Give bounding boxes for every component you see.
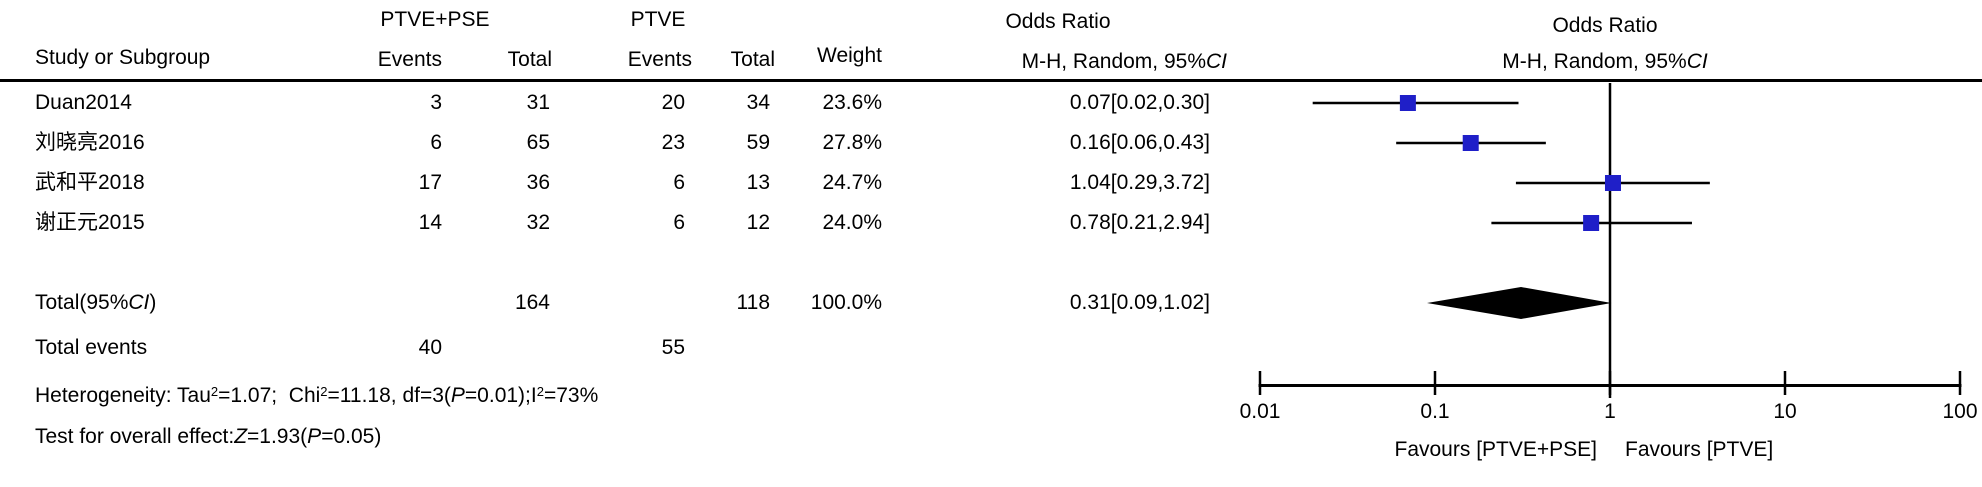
- mh-label-text: M-H, Random, 95%: [1502, 50, 1687, 73]
- study-name: 刘晓亮2016: [35, 131, 145, 154]
- col-header-events2: Events: [627, 48, 692, 71]
- total-label-text: Total(95%: [35, 291, 129, 314]
- mh-label-ci: CI: [1686, 50, 1708, 73]
- events2-cell: 6: [673, 211, 685, 234]
- weight-cell: 23.6%: [822, 91, 882, 114]
- overall-text: =0.05): [321, 425, 382, 448]
- or-ci-cell: 0.07[0.02,0.30]: [1069, 91, 1210, 114]
- total-events-exp: 40: [418, 336, 442, 359]
- col-header-mh-plot: M-H, Random, 95%CI: [1502, 50, 1707, 74]
- effect-marker: [1583, 215, 1600, 231]
- events2-cell: 23: [661, 131, 685, 154]
- favours-right-label: Favours [PTVE]: [1625, 438, 1774, 461]
- total1-cell: 65: [526, 131, 550, 154]
- or-ci-cell: 1.04[0.29,3.72]: [1069, 171, 1210, 194]
- study-name: 谢正元2015: [35, 211, 145, 234]
- x-axis-tick-label: 0.01: [1239, 400, 1281, 423]
- total2-sum: 118: [736, 291, 770, 314]
- total2-cell: 34: [746, 91, 770, 114]
- col-header-total2: Total: [730, 48, 775, 71]
- overall-z-italic: Z: [234, 425, 248, 448]
- overall-effect-stats: Test for overall effect:Z=1.93(P=0.05): [35, 425, 381, 449]
- total-label-close: ): [149, 291, 157, 314]
- het-text: =11.18, df=3(: [327, 384, 451, 407]
- weight-cell: 24.0%: [822, 211, 882, 234]
- total-events-label: Total events: [35, 336, 148, 359]
- or-ci-cell: 0.16[0.06,0.43]: [1069, 131, 1210, 154]
- het-text: =73%: [543, 384, 599, 407]
- col-header-mh-table: M-H, Random, 95%CI: [1022, 50, 1227, 74]
- study-name: 武和平2018: [35, 171, 145, 194]
- overall-p-italic: P: [307, 425, 322, 448]
- weight-cell: 24.7%: [822, 171, 882, 194]
- study-name: Duan2014: [35, 91, 132, 114]
- events1-cell: 6: [430, 131, 442, 154]
- weight-sum: 100.0%: [810, 291, 882, 314]
- x-axis-tick-label: 0.1: [1420, 400, 1450, 423]
- total2-cell: 12: [746, 211, 770, 234]
- weight-cell: 27.8%: [822, 131, 882, 154]
- total1-cell: 31: [526, 91, 550, 114]
- mh-label-text: M-H, Random, 95%: [1021, 50, 1206, 73]
- het-text: =0.01);I: [464, 384, 537, 407]
- effect-marker: [1399, 95, 1416, 111]
- total1-cell: 36: [526, 171, 550, 194]
- total-diamond: [1426, 287, 1612, 319]
- or-plot-title: Odds Ratio: [1552, 14, 1658, 37]
- het-sup: 2: [320, 384, 328, 399]
- events2-cell: 20: [661, 91, 685, 114]
- total2-cell: 13: [746, 171, 770, 194]
- col-header-events1: Events: [377, 48, 442, 71]
- x-axis-tick-label: 10: [1773, 400, 1797, 423]
- events2-cell: 6: [673, 171, 685, 194]
- total2-cell: 59: [746, 131, 770, 154]
- total-label-ci: CI: [128, 291, 150, 314]
- or-ci-cell: 0.78[0.21,2.94]: [1069, 211, 1210, 234]
- het-p-italic: P: [450, 384, 465, 407]
- total-row-label: Total(95%CI): [35, 291, 156, 315]
- group-header-control: PTVE: [630, 8, 686, 31]
- x-axis-tick-label: 1: [1604, 400, 1616, 423]
- col-header-weight: Weight: [817, 44, 882, 67]
- or-ci-total: 0.31[0.09,1.02]: [1069, 291, 1210, 314]
- het-sup: 2: [536, 384, 544, 399]
- total1-sum: 164: [514, 291, 550, 314]
- events1-cell: 3: [430, 91, 442, 114]
- overall-text: =1.93(: [247, 425, 308, 448]
- het-sup: 2: [210, 384, 219, 399]
- group-header-experimental: PTVE+PSE: [380, 8, 490, 31]
- favours-left-label: Favours [PTVE+PSE]: [1394, 438, 1598, 461]
- total1-cell: 32: [526, 211, 550, 234]
- effect-marker: [1462, 135, 1479, 151]
- or-column-title: Odds Ratio: [1005, 10, 1111, 33]
- col-header-study: Study or Subgroup: [35, 46, 211, 69]
- total-events-ctrl: 55: [661, 336, 685, 359]
- col-header-total1: Total: [507, 48, 552, 71]
- x-axis-tick-label: 100: [1942, 400, 1978, 423]
- effect-marker: [1604, 175, 1621, 191]
- mh-label-ci: CI: [1206, 50, 1227, 73]
- heterogeneity-stats: Heterogeneity: Tau2=1.07; Chi2=11.18, df…: [35, 380, 598, 408]
- het-text: Heterogeneity: Tau: [35, 384, 211, 407]
- overall-text: Test for overall effect:: [35, 425, 235, 448]
- events1-cell: 14: [418, 211, 442, 234]
- het-text: =1.07; Chi: [218, 384, 321, 407]
- events1-cell: 17: [418, 171, 442, 194]
